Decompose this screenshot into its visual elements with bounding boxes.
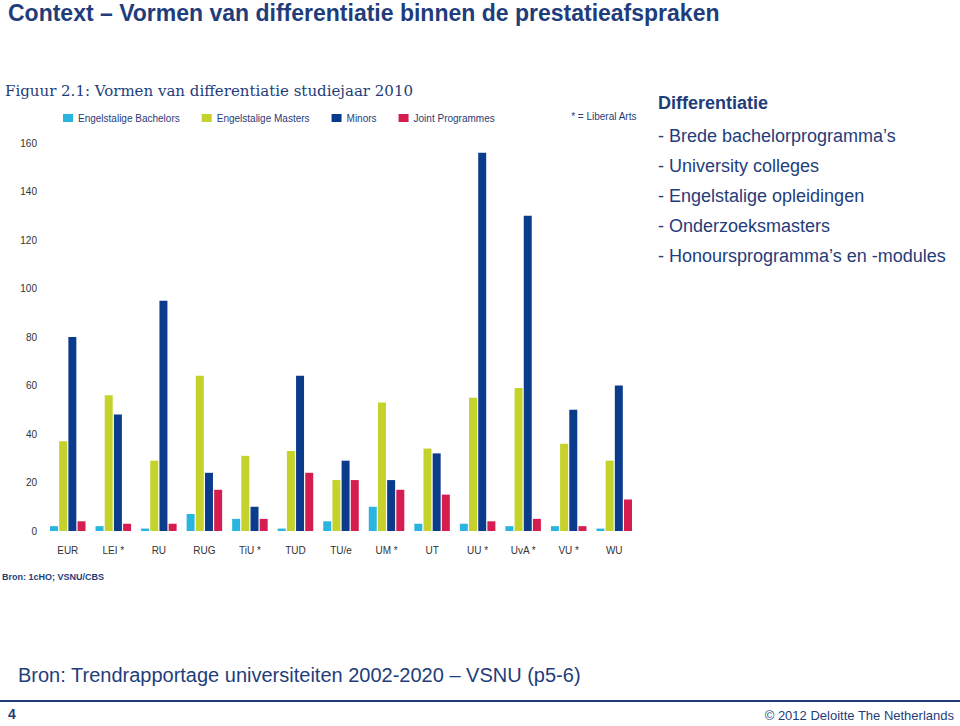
svg-text:60: 60 xyxy=(26,380,38,391)
svg-text:100: 100 xyxy=(20,283,37,294)
svg-text:LEI *: LEI * xyxy=(102,545,124,556)
svg-text:Engelstalige Bachelors: Engelstalige Bachelors xyxy=(78,113,180,124)
html-text:Bron: Trendrapportage universi: Bron: Trendrapportage universiteiten 200… xyxy=(18,664,581,686)
svg-text:160: 160 xyxy=(20,138,37,149)
html-text:4: 4 xyxy=(8,706,16,722)
html-text:- University colleges: - University colleges xyxy=(658,156,820,176)
svg-text:VU *: VU * xyxy=(558,545,579,556)
svg-text:* = Liberal Arts: * = Liberal Arts xyxy=(571,111,636,122)
svg-text:TU/e: TU/e xyxy=(330,545,352,556)
svg-text:140: 140 xyxy=(20,186,37,197)
html-text:- Onderzoeksmasters: - Onderzoeksmasters xyxy=(658,216,831,236)
svg-text:Engelstalige Masters: Engelstalige Masters xyxy=(217,113,310,124)
svg-text:UvA *: UvA * xyxy=(511,545,536,556)
svg-text:WU: WU xyxy=(606,545,623,556)
svg-text:RU: RU xyxy=(152,545,166,556)
html-text:© 2012 Deloitte The Netherland: © 2012 Deloitte The Netherlands xyxy=(764,708,954,723)
svg-text:Figuur 2.1: Vormen van differe: Figuur 2.1: Vormen van differentiatie st… xyxy=(5,82,413,100)
svg-text:RUG: RUG xyxy=(193,545,215,556)
svg-text:Minors: Minors xyxy=(347,113,377,124)
svg-text:TUD: TUD xyxy=(285,545,306,556)
svg-text:EUR: EUR xyxy=(57,545,78,556)
html-text:- Brede bachelorprogramma’s: - Brede bachelorprogramma’s xyxy=(658,126,896,146)
html-text:- Honoursprogramma’s en -modul: - Honoursprogramma’s en -modules xyxy=(658,246,946,266)
svg-text:TiU *: TiU * xyxy=(239,545,261,556)
html-text:Context – Vormen van different: Context – Vormen van differentiatie binn… xyxy=(8,0,720,26)
svg-text:40: 40 xyxy=(26,429,38,440)
svg-text:UU *: UU * xyxy=(467,545,488,556)
svg-text:Bron: 1cHO; VSNU/CBS: Bron: 1cHO; VSNU/CBS xyxy=(2,572,104,582)
html-text:- Engelstalige opleidingen: - Engelstalige opleidingen xyxy=(658,186,865,206)
svg-text:0: 0 xyxy=(31,526,37,537)
svg-text:UT: UT xyxy=(425,545,438,556)
svg-text:80: 80 xyxy=(26,332,38,343)
svg-text:120: 120 xyxy=(20,235,37,246)
html-text:Differentiatie: Differentiatie xyxy=(658,93,768,113)
svg-text:Joint Programmes: Joint Programmes xyxy=(414,113,495,124)
svg-text:20: 20 xyxy=(26,477,38,488)
svg-text:UM *: UM * xyxy=(375,545,397,556)
